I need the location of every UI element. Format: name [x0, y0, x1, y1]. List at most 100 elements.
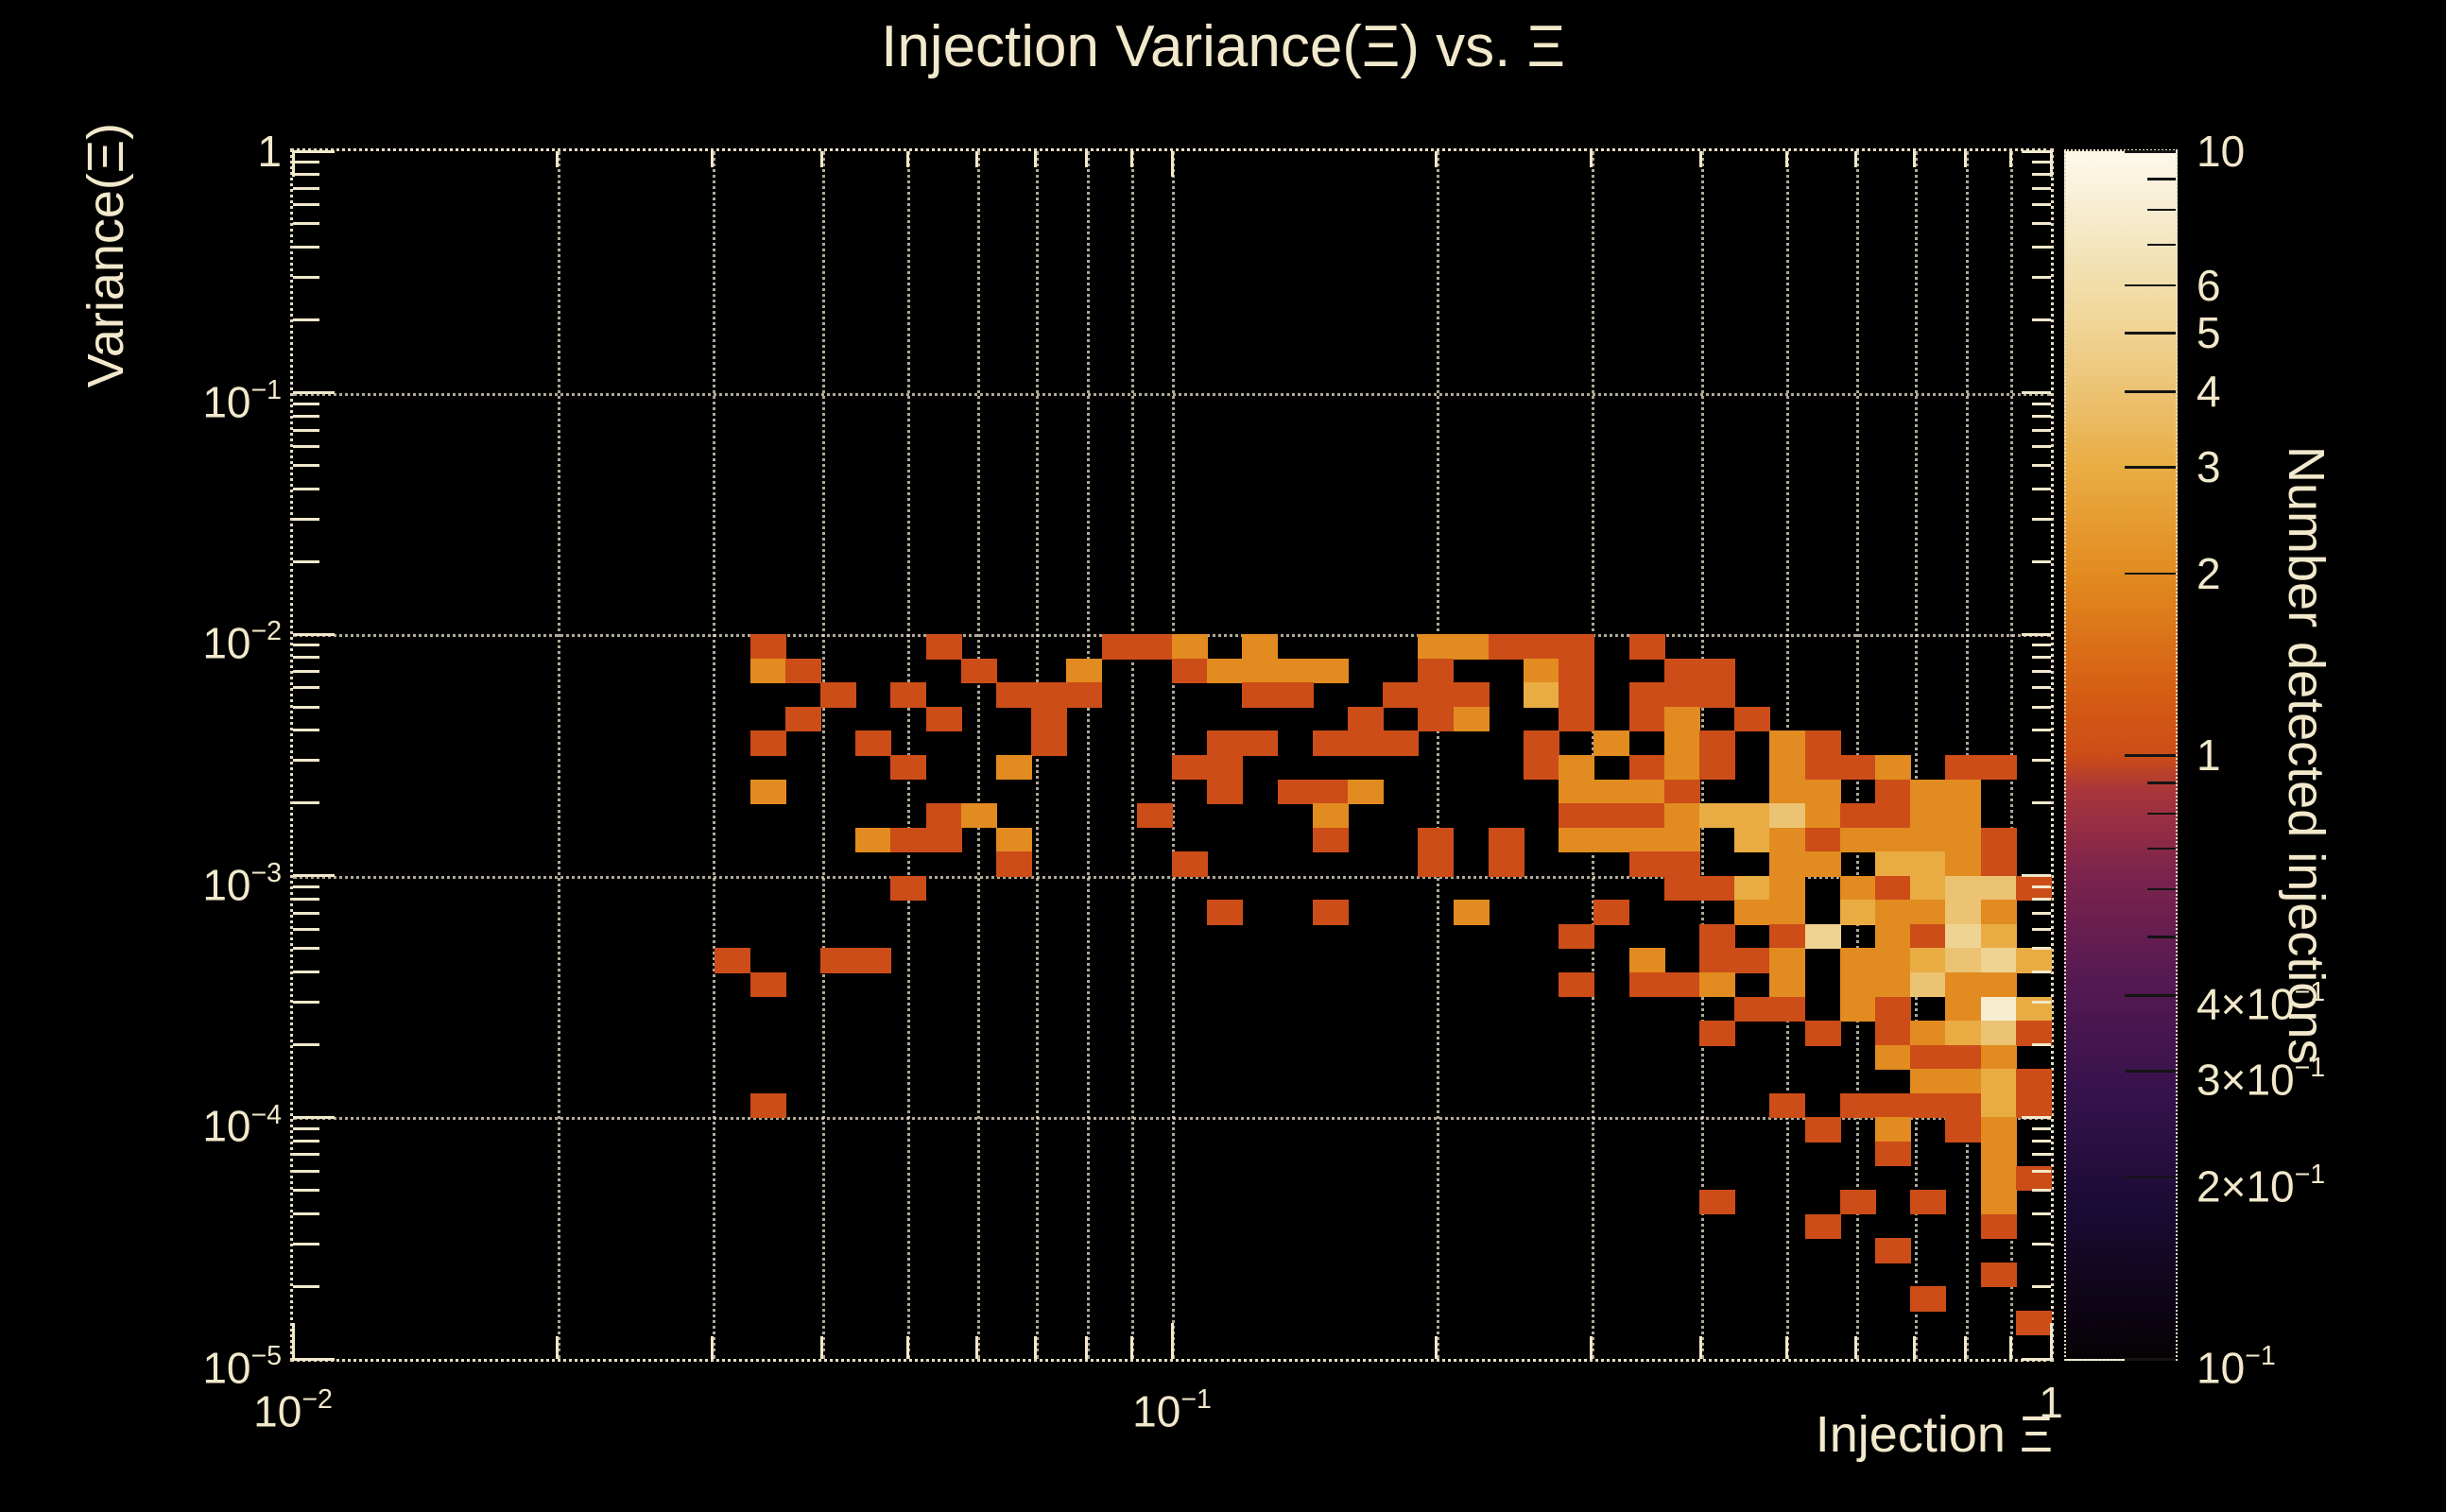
heatmap-cell: [820, 948, 856, 973]
y-axis-tick-mirror: [2032, 173, 2051, 177]
plot-area: [290, 148, 2054, 1362]
heatmap-cell: [1945, 1044, 1982, 1071]
colorbar-title: Number detected injections: [2278, 445, 2334, 1065]
heatmap-cell: [1031, 682, 1068, 708]
heatmap-cell: [1875, 900, 1911, 925]
heatmap-cell: [890, 875, 927, 902]
x-axis-tick-mirror: [1129, 151, 1133, 167]
y-axis-tick: [293, 464, 319, 468]
y-axis-tick-mirror: [2032, 885, 2051, 888]
y-axis-tick: [293, 1042, 319, 1046]
heatmap-cell: [1559, 658, 1595, 684]
y-axis-tick: [293, 276, 319, 280]
y-axis-tick-mirror: [2032, 656, 2051, 660]
colorbar-minor-tick: [2147, 243, 2176, 247]
x-axis-tick: [1913, 1336, 1917, 1359]
x-axis-tick: [1699, 1336, 1703, 1359]
colorbar-gradient: [2064, 149, 2178, 1361]
heatmap-cell: [1769, 755, 1806, 781]
y-axis-tick: [293, 222, 319, 226]
x-axis-title: Injection Ξ: [1815, 1406, 2053, 1463]
heatmap-cell: [1804, 827, 1841, 853]
heatmap-cell: [1242, 634, 1279, 660]
heatmap-cell: [2015, 1069, 2052, 1094]
colorbar-tick-label: 2×10−1: [2196, 1159, 2326, 1211]
heatmap-cell: [1945, 923, 1982, 950]
y-axis-tick-mirror: [2032, 246, 2051, 249]
y-axis-tick-mirror: [2032, 428, 2051, 432]
y-axis-tick: [293, 391, 335, 395]
y-axis-tick: [293, 705, 319, 709]
y-axis-tick: [293, 161, 319, 164]
x-axis-tick-mirror: [905, 151, 909, 167]
x-axis-tick-mirror: [820, 151, 824, 167]
x-axis-tick: [2008, 1336, 2012, 1359]
heatmap-cell: [749, 658, 786, 684]
heatmap-cell: [1699, 730, 1735, 756]
heatmap-cell: [1945, 803, 1982, 829]
y-axis-tick: [293, 729, 319, 732]
y-axis-tick-mirror: [2032, 187, 2051, 191]
heatmap-cell: [1524, 682, 1559, 708]
heatmap-cell: [749, 730, 786, 756]
heatmap-cell: [1663, 972, 1700, 998]
heatmap-cell: [1769, 900, 1806, 925]
heatmap-cell: [855, 730, 892, 756]
x-tick-label: 1: [2039, 1378, 2063, 1427]
heatmap-cell: [1804, 1021, 1841, 1046]
x-axis-tick-mirror: [291, 151, 295, 177]
y-axis-tick-mirror: [2032, 1126, 2051, 1130]
colorbar-tick-label: 1: [2196, 730, 2221, 780]
heatmap-cell: [1488, 634, 1524, 660]
y-axis-tick-mirror: [2032, 1153, 2051, 1157]
x-axis-tick: [291, 1323, 295, 1359]
heatmap-cell: [1945, 972, 1982, 998]
y-axis-tick: [293, 1126, 319, 1130]
x-axis-tick: [556, 1336, 560, 1359]
heatmap-cell: [1383, 730, 1420, 756]
heatmap-cell: [1348, 779, 1384, 804]
heatmap-cell: [1734, 706, 1771, 732]
heatmap-cell: [1734, 996, 1771, 1022]
y-axis-tick-mirror: [2022, 391, 2051, 395]
y-axis-tick: [293, 874, 335, 878]
heatmap-cell: [749, 972, 786, 998]
heatmap-cell: [1453, 634, 1490, 660]
colorbar-tick: [2125, 1176, 2176, 1179]
y-axis-tick: [293, 1115, 335, 1119]
y-axis-tick: [293, 656, 319, 660]
heatmap-cell: [1628, 827, 1665, 853]
heatmap-cell: [1312, 658, 1349, 684]
y-axis-tick-mirror: [2032, 928, 2051, 931]
y-axis-tick: [293, 187, 319, 191]
y-axis-tick-mirror: [2032, 318, 2051, 322]
y-axis-tick: [293, 428, 319, 432]
heatmap-cell: [1699, 875, 1735, 902]
y-gridline-decade: [293, 392, 2051, 396]
y-axis-tick: [293, 885, 319, 888]
heatmap-cell: [1418, 658, 1455, 684]
colorbar-tick-label: 6: [2196, 260, 2221, 310]
heatmap-cell: [1699, 658, 1735, 684]
heatmap-cell: [1875, 779, 1911, 804]
y-axis-tick: [293, 1139, 319, 1143]
y-tick-label: 1: [257, 127, 282, 176]
heatmap-cell: [1910, 923, 1947, 950]
heatmap-cell: [1980, 1165, 2017, 1191]
heatmap-cell: [1875, 1021, 1911, 1046]
heatmap-cell: [715, 948, 751, 973]
heatmap-cell: [1277, 682, 1314, 708]
y-axis-tick: [293, 444, 319, 448]
y-axis-tick: [293, 203, 319, 207]
x-gridline: [1436, 151, 1439, 1359]
heatmap-cell: [749, 779, 786, 804]
heatmap-cell: [1804, 923, 1841, 950]
y-axis-tick-mirror: [2032, 559, 2051, 563]
heatmap-cell: [1628, 682, 1665, 708]
heatmap-cell: [1172, 634, 1208, 660]
heatmap-cell: [1524, 658, 1559, 684]
heatmap-cell: [1207, 755, 1244, 781]
heatmap-cell: [1628, 803, 1665, 829]
heatmap-cell: [1769, 730, 1806, 756]
x-gridline: [976, 151, 980, 1359]
